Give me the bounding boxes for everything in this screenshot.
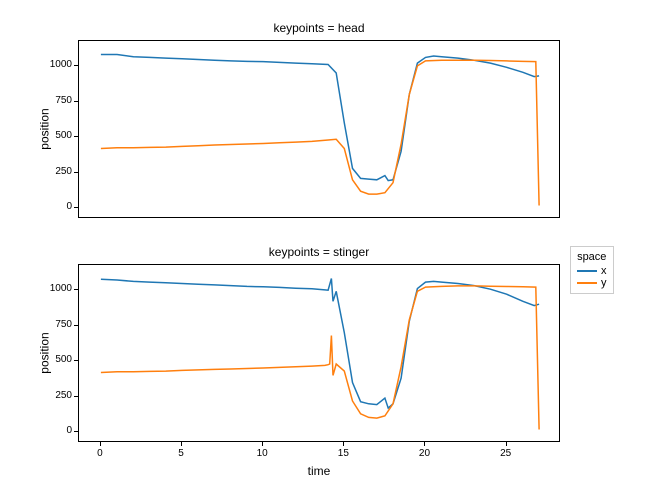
ytick-label: 0 bbox=[32, 425, 72, 436]
ytick-label: 500 bbox=[32, 354, 72, 365]
ytick-label: 250 bbox=[32, 166, 72, 177]
legend-swatch bbox=[577, 282, 597, 284]
legend-swatch bbox=[577, 270, 597, 272]
figure: keypoints = head position keypoints = st… bbox=[0, 0, 658, 500]
xtick-label: 5 bbox=[171, 448, 191, 459]
xtick-label: 0 bbox=[90, 448, 110, 459]
legend-label: x bbox=[601, 265, 607, 277]
xlabel: time bbox=[78, 464, 560, 478]
legend-label: y bbox=[601, 277, 607, 289]
ylabel: position bbox=[38, 332, 52, 373]
legend: space xy bbox=[570, 246, 614, 294]
subplot-stinger: keypoints = stinger position bbox=[78, 264, 560, 442]
ytick-label: 250 bbox=[32, 390, 72, 401]
xtick-label: 15 bbox=[333, 448, 353, 459]
plot-area-head bbox=[79, 41, 561, 219]
ytick-label: 750 bbox=[32, 319, 72, 330]
ytick-label: 750 bbox=[32, 95, 72, 106]
ytick-label: 1000 bbox=[32, 283, 72, 294]
ylabel: position bbox=[38, 108, 52, 149]
ytick-label: 1000 bbox=[32, 59, 72, 70]
subplot-title: keypoints = stinger bbox=[79, 245, 559, 259]
line-series-x bbox=[101, 55, 539, 181]
ytick-label: 0 bbox=[32, 201, 72, 212]
legend-item-x: x bbox=[577, 265, 607, 277]
line-series-y bbox=[101, 60, 539, 205]
xtick-label: 20 bbox=[414, 448, 434, 459]
legend-item-y: y bbox=[577, 277, 607, 289]
line-series-y bbox=[101, 286, 539, 430]
subplot-title: keypoints = head bbox=[79, 21, 559, 35]
xtick-label: 10 bbox=[252, 448, 272, 459]
subplot-head: keypoints = head position bbox=[78, 40, 560, 218]
ytick-label: 500 bbox=[32, 130, 72, 141]
line-series-x bbox=[101, 279, 539, 409]
legend-title: space bbox=[577, 251, 607, 263]
plot-area-stinger bbox=[79, 265, 561, 443]
xtick-label: 25 bbox=[496, 448, 516, 459]
